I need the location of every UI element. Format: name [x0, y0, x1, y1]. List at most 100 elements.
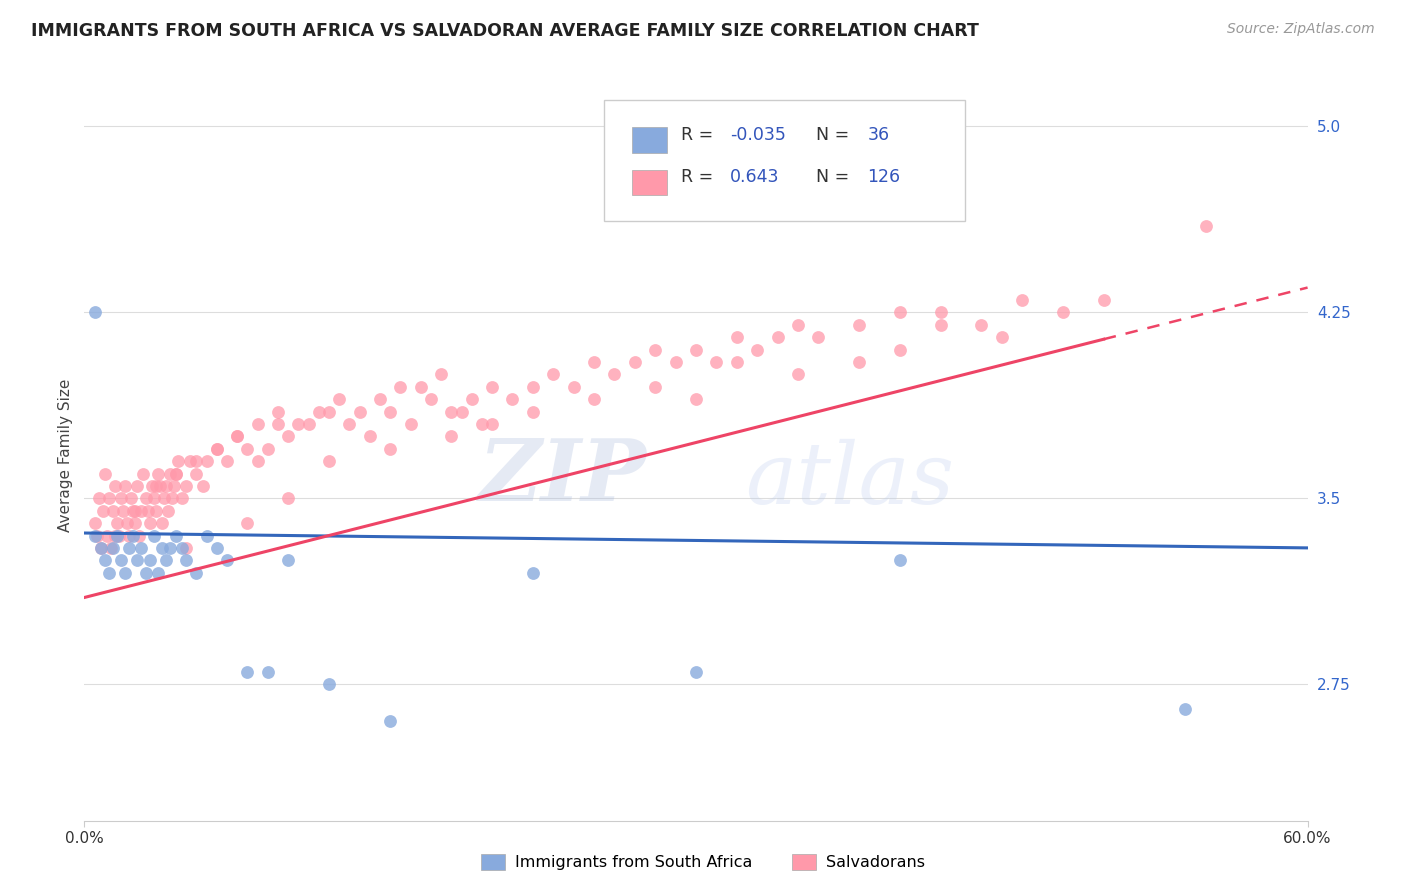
Point	[104, 479, 127, 493]
Point	[1092, 293, 1115, 307]
Point	[380, 714, 402, 729]
Point	[114, 566, 136, 580]
Point	[267, 404, 290, 418]
Point	[167, 454, 190, 468]
Point	[174, 479, 197, 493]
Point	[236, 665, 259, 679]
Point	[1011, 293, 1033, 307]
Point	[165, 528, 187, 542]
Point	[318, 404, 340, 418]
Point	[131, 504, 153, 518]
Point	[115, 516, 138, 530]
Text: Source: ZipAtlas.com: Source: ZipAtlas.com	[1227, 22, 1375, 37]
Point	[145, 479, 167, 493]
Point	[122, 528, 145, 542]
Point	[100, 541, 122, 555]
Text: 0.643: 0.643	[730, 168, 780, 186]
Point	[644, 343, 666, 357]
Point	[101, 541, 124, 555]
Point	[766, 330, 789, 344]
Point	[522, 566, 544, 580]
Point	[186, 454, 208, 468]
Point	[562, 380, 585, 394]
Point	[138, 553, 160, 567]
Point	[174, 553, 197, 567]
Point	[112, 504, 135, 518]
Point	[706, 355, 728, 369]
Point	[298, 417, 321, 431]
Text: -0.035: -0.035	[730, 126, 786, 144]
Point	[481, 380, 503, 394]
Point	[83, 528, 105, 542]
Point	[257, 665, 280, 679]
Point	[1052, 305, 1074, 319]
Point	[124, 516, 146, 530]
Point	[970, 318, 993, 332]
Point	[127, 479, 149, 493]
Point	[339, 417, 361, 431]
Point	[450, 404, 472, 418]
Point	[1195, 219, 1218, 233]
Point	[186, 566, 208, 580]
Point	[205, 541, 228, 555]
Point	[747, 343, 769, 357]
Point	[380, 404, 402, 418]
Point	[807, 330, 830, 344]
Point	[522, 380, 544, 394]
Point	[217, 553, 239, 567]
FancyBboxPatch shape	[605, 100, 965, 221]
Point	[145, 504, 167, 518]
Y-axis label: Average Family Size: Average Family Size	[58, 378, 73, 532]
Point	[929, 318, 952, 332]
Point	[105, 516, 128, 530]
Point	[440, 429, 463, 443]
Point	[380, 442, 402, 456]
Point	[246, 454, 269, 468]
Point	[725, 330, 748, 344]
Point	[848, 355, 870, 369]
Point	[685, 343, 707, 357]
Text: 126: 126	[868, 168, 900, 186]
Point	[135, 491, 157, 506]
Point	[277, 553, 299, 567]
Point	[205, 442, 228, 456]
Point	[174, 541, 197, 555]
Point	[83, 516, 105, 530]
Point	[127, 553, 149, 567]
Text: N =: N =	[815, 168, 855, 186]
Legend: Immigrants from South Africa, Salvadorans: Immigrants from South Africa, Salvadoran…	[475, 847, 931, 877]
FancyBboxPatch shape	[633, 128, 666, 153]
Point	[83, 305, 105, 319]
Point	[399, 417, 422, 431]
Text: ZIP: ZIP	[479, 435, 647, 518]
Point	[308, 404, 330, 418]
FancyBboxPatch shape	[633, 169, 666, 195]
Point	[787, 368, 810, 382]
Point	[665, 355, 688, 369]
Point	[142, 491, 165, 506]
Point	[118, 541, 141, 555]
Point	[160, 491, 183, 506]
Point	[110, 553, 132, 567]
Point	[141, 479, 163, 493]
Point	[165, 467, 187, 481]
Point	[195, 454, 218, 468]
Point	[186, 467, 208, 481]
Point	[685, 665, 707, 679]
Point	[389, 380, 412, 394]
Point	[848, 318, 870, 332]
Text: N =: N =	[815, 126, 855, 144]
Point	[277, 429, 299, 443]
Point	[150, 516, 173, 530]
Point	[318, 454, 340, 468]
Point	[889, 553, 911, 567]
Point	[132, 467, 155, 481]
Point	[328, 392, 350, 406]
Point	[889, 305, 911, 319]
Point	[787, 318, 810, 332]
Point	[603, 368, 626, 382]
Point	[86, 528, 108, 542]
Point	[502, 392, 524, 406]
Point	[217, 454, 239, 468]
Point	[583, 392, 606, 406]
